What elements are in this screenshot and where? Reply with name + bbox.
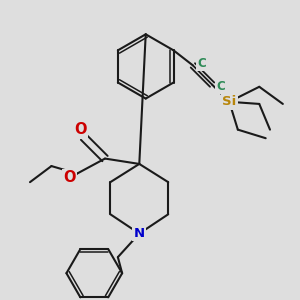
Text: O: O [74,122,87,137]
Text: C: C [216,80,225,93]
Text: N: N [134,227,145,240]
Text: C: C [197,57,206,70]
Text: Si: Si [222,95,236,108]
Text: O: O [63,170,76,185]
